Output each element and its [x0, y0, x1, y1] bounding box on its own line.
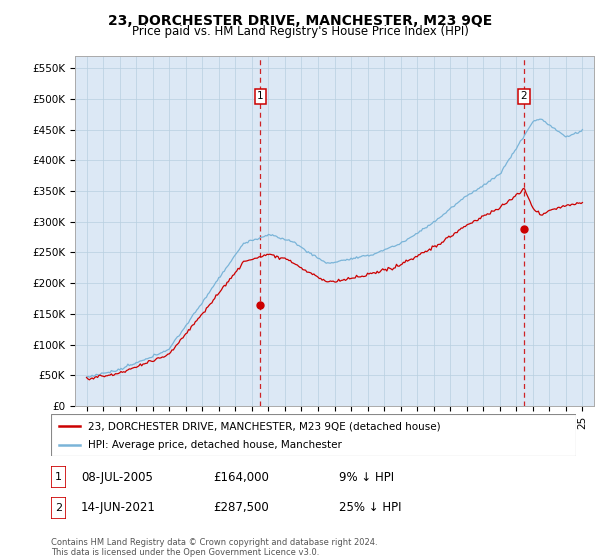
Text: 25% ↓ HPI: 25% ↓ HPI	[339, 501, 401, 515]
Text: £164,000: £164,000	[213, 470, 269, 484]
Text: Contains HM Land Registry data © Crown copyright and database right 2024.
This d: Contains HM Land Registry data © Crown c…	[51, 538, 377, 557]
Text: Price paid vs. HM Land Registry's House Price Index (HPI): Price paid vs. HM Land Registry's House …	[131, 25, 469, 38]
Text: 1: 1	[257, 91, 264, 101]
Text: 2: 2	[55, 503, 62, 513]
Text: 23, DORCHESTER DRIVE, MANCHESTER, M23 9QE (detached house): 23, DORCHESTER DRIVE, MANCHESTER, M23 9Q…	[88, 421, 440, 431]
Text: 23, DORCHESTER DRIVE, MANCHESTER, M23 9QE: 23, DORCHESTER DRIVE, MANCHESTER, M23 9Q…	[108, 14, 492, 28]
Text: £287,500: £287,500	[213, 501, 269, 515]
Text: 9% ↓ HPI: 9% ↓ HPI	[339, 470, 394, 484]
Text: 14-JUN-2021: 14-JUN-2021	[81, 501, 156, 515]
Text: 08-JUL-2005: 08-JUL-2005	[81, 470, 153, 484]
Text: 1: 1	[55, 472, 62, 482]
Text: 2: 2	[520, 91, 527, 101]
Text: HPI: Average price, detached house, Manchester: HPI: Average price, detached house, Manc…	[88, 440, 341, 450]
